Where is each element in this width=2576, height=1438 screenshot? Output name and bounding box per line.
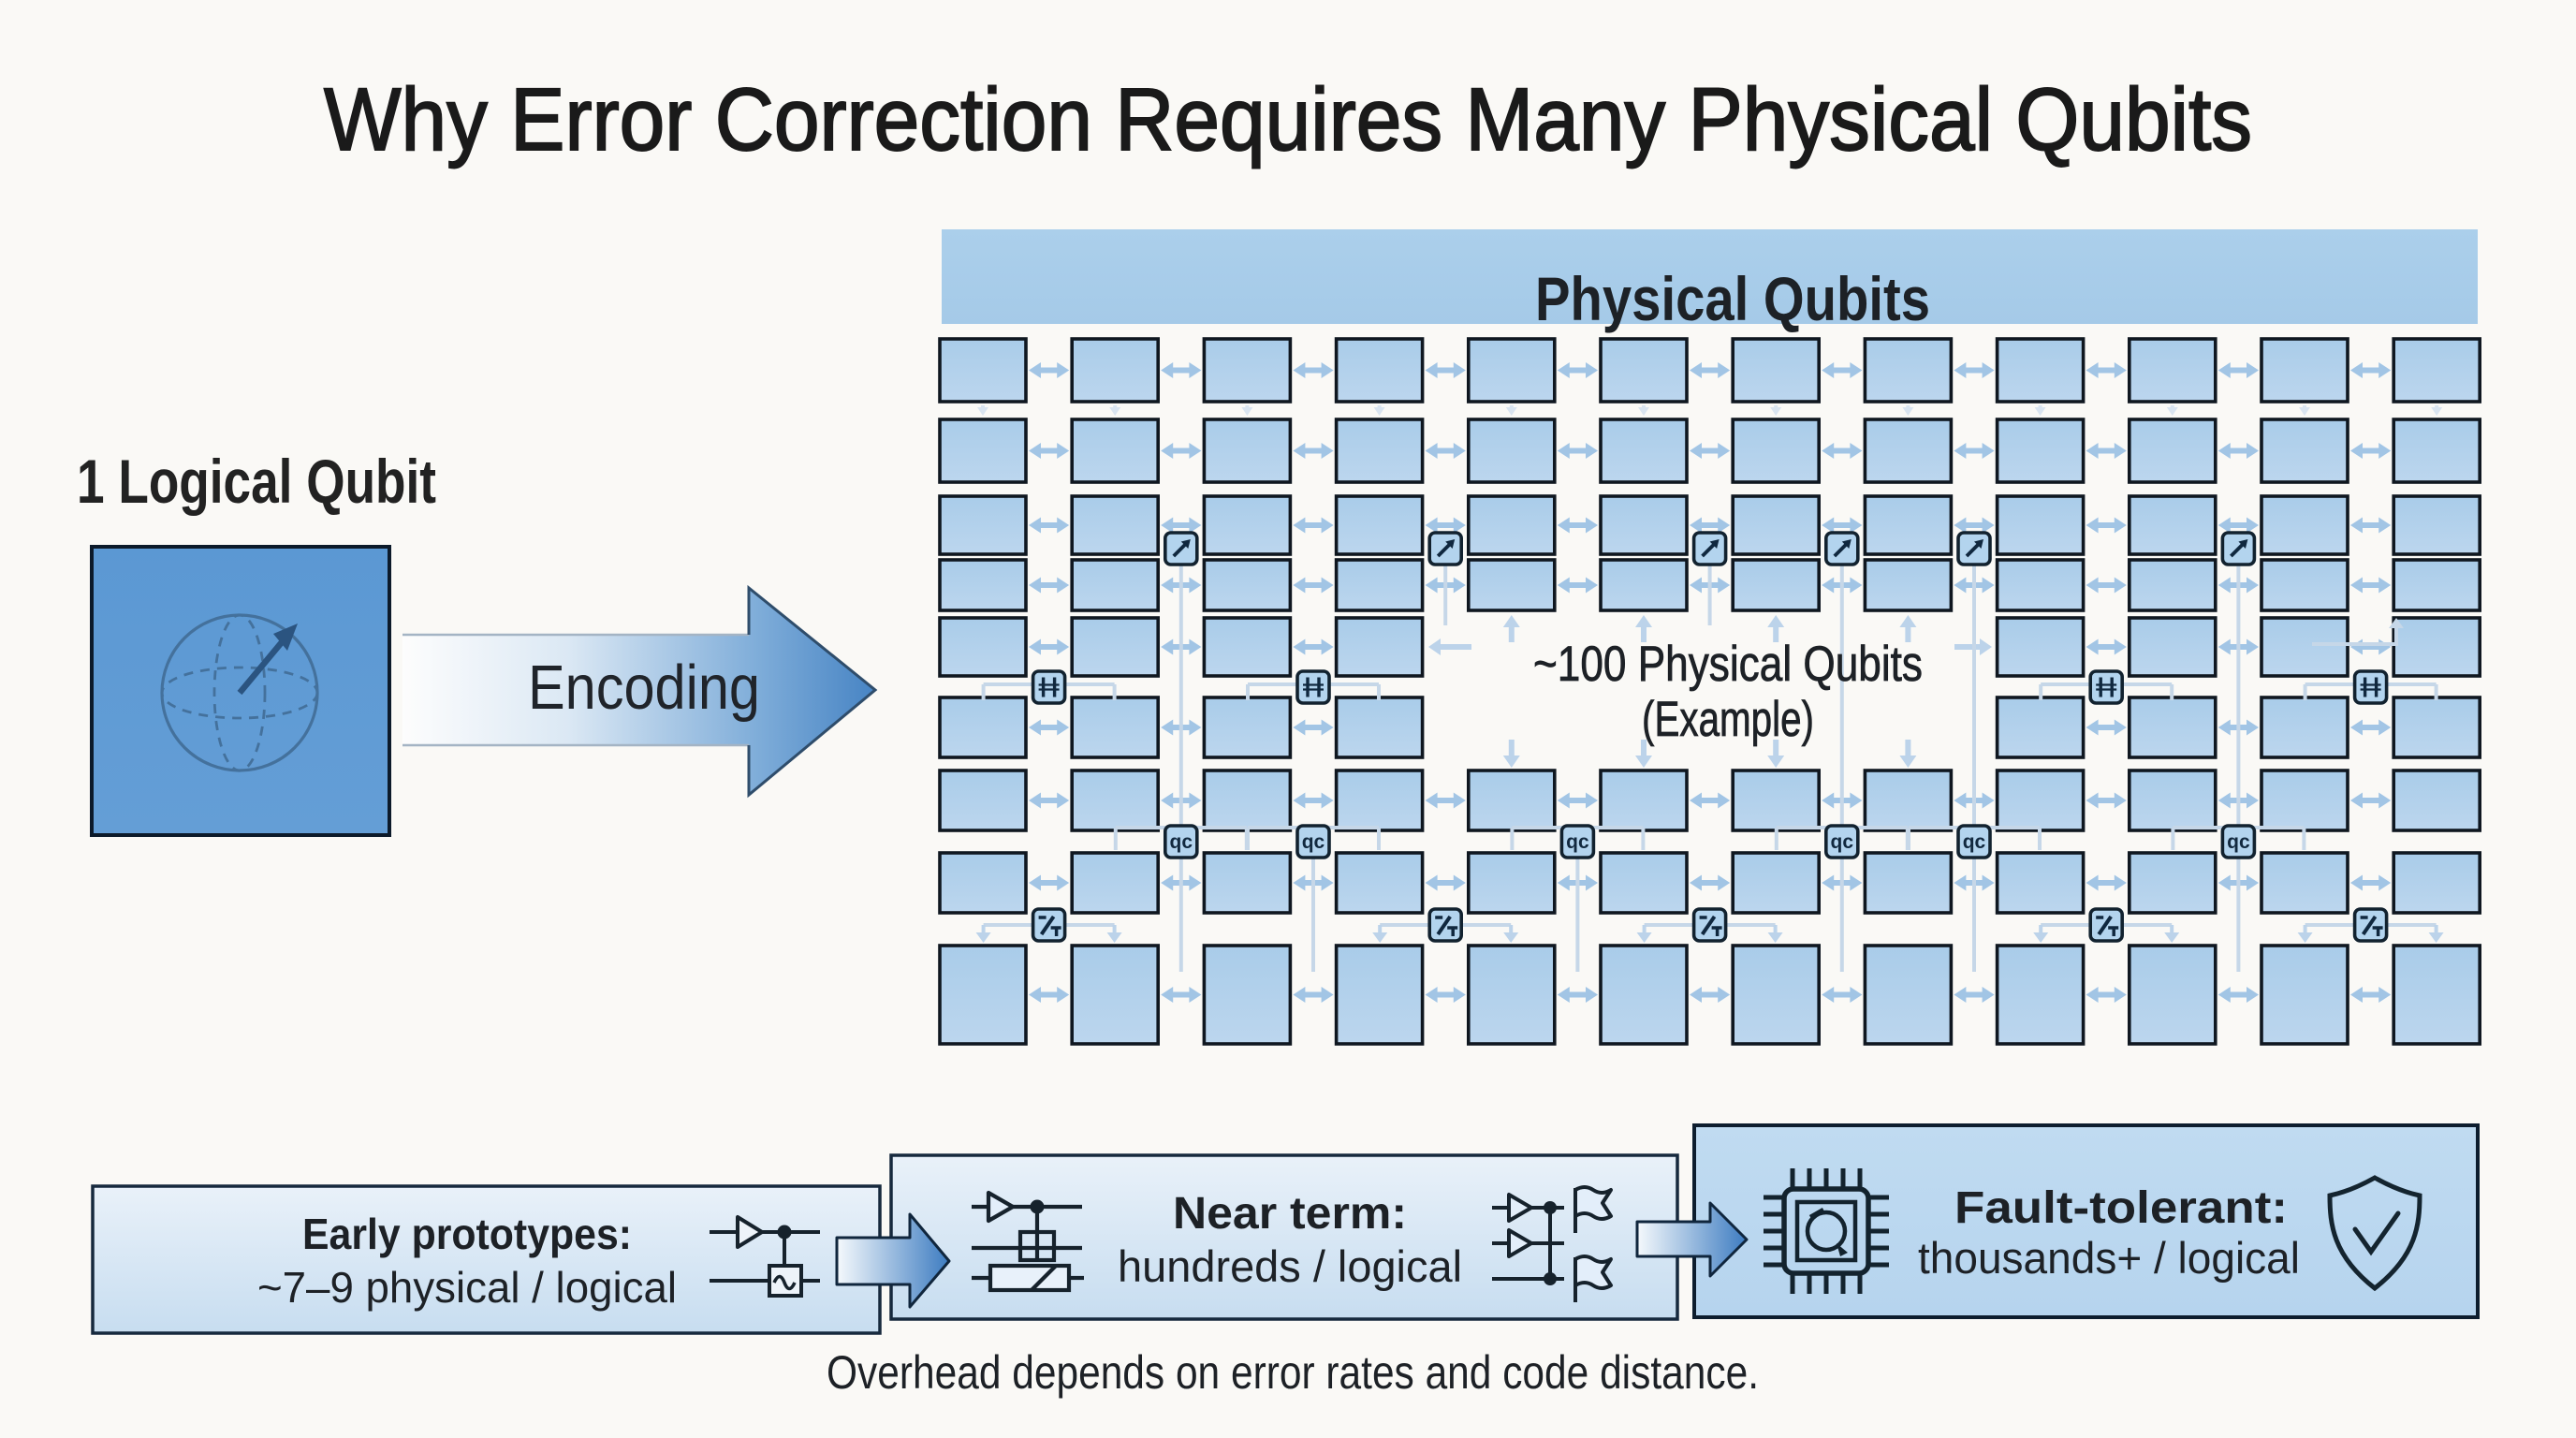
svg-text:qc: qc [2227,831,2250,853]
svg-text:Fault-tolerant:: Fault-tolerant: [1954,1183,2288,1233]
svg-text:~7–9 physical / logical: ~7–9 physical / logical [257,1263,677,1312]
svg-text:1 Logical Qubit: 1 Logical Qubit [77,447,436,516]
svg-text:qc: qc [1302,831,1325,853]
svg-text:qc: qc [1963,831,1986,853]
svg-text:Encoding: Encoding [528,653,760,723]
svg-text:Near term:: Near term: [1173,1189,1407,1239]
svg-text:~100 Physical Qubits: ~100 Physical Qubits [1533,637,1923,692]
svg-text:qc: qc [1831,831,1854,853]
svg-text:Physical Qubits: Physical Qubits [1535,264,1930,333]
svg-text:(Example): (Example) [1642,692,1814,747]
svg-text:thousands+ / logical: thousands+ / logical [1918,1233,2300,1283]
svg-text:Why Error Correction Requires: Why Error Correction Requires Many Physi… [324,70,2252,169]
svg-text:hundreds / logical: hundreds / logical [1118,1241,1462,1291]
svg-text:qc: qc [1566,831,1589,853]
svg-text:qc: qc [1170,831,1193,853]
svg-text:Early prototypes:: Early prototypes: [302,1210,632,1258]
svg-text:Overhead depends on error rate: Overhead depends on error rates and code… [827,1346,1759,1399]
